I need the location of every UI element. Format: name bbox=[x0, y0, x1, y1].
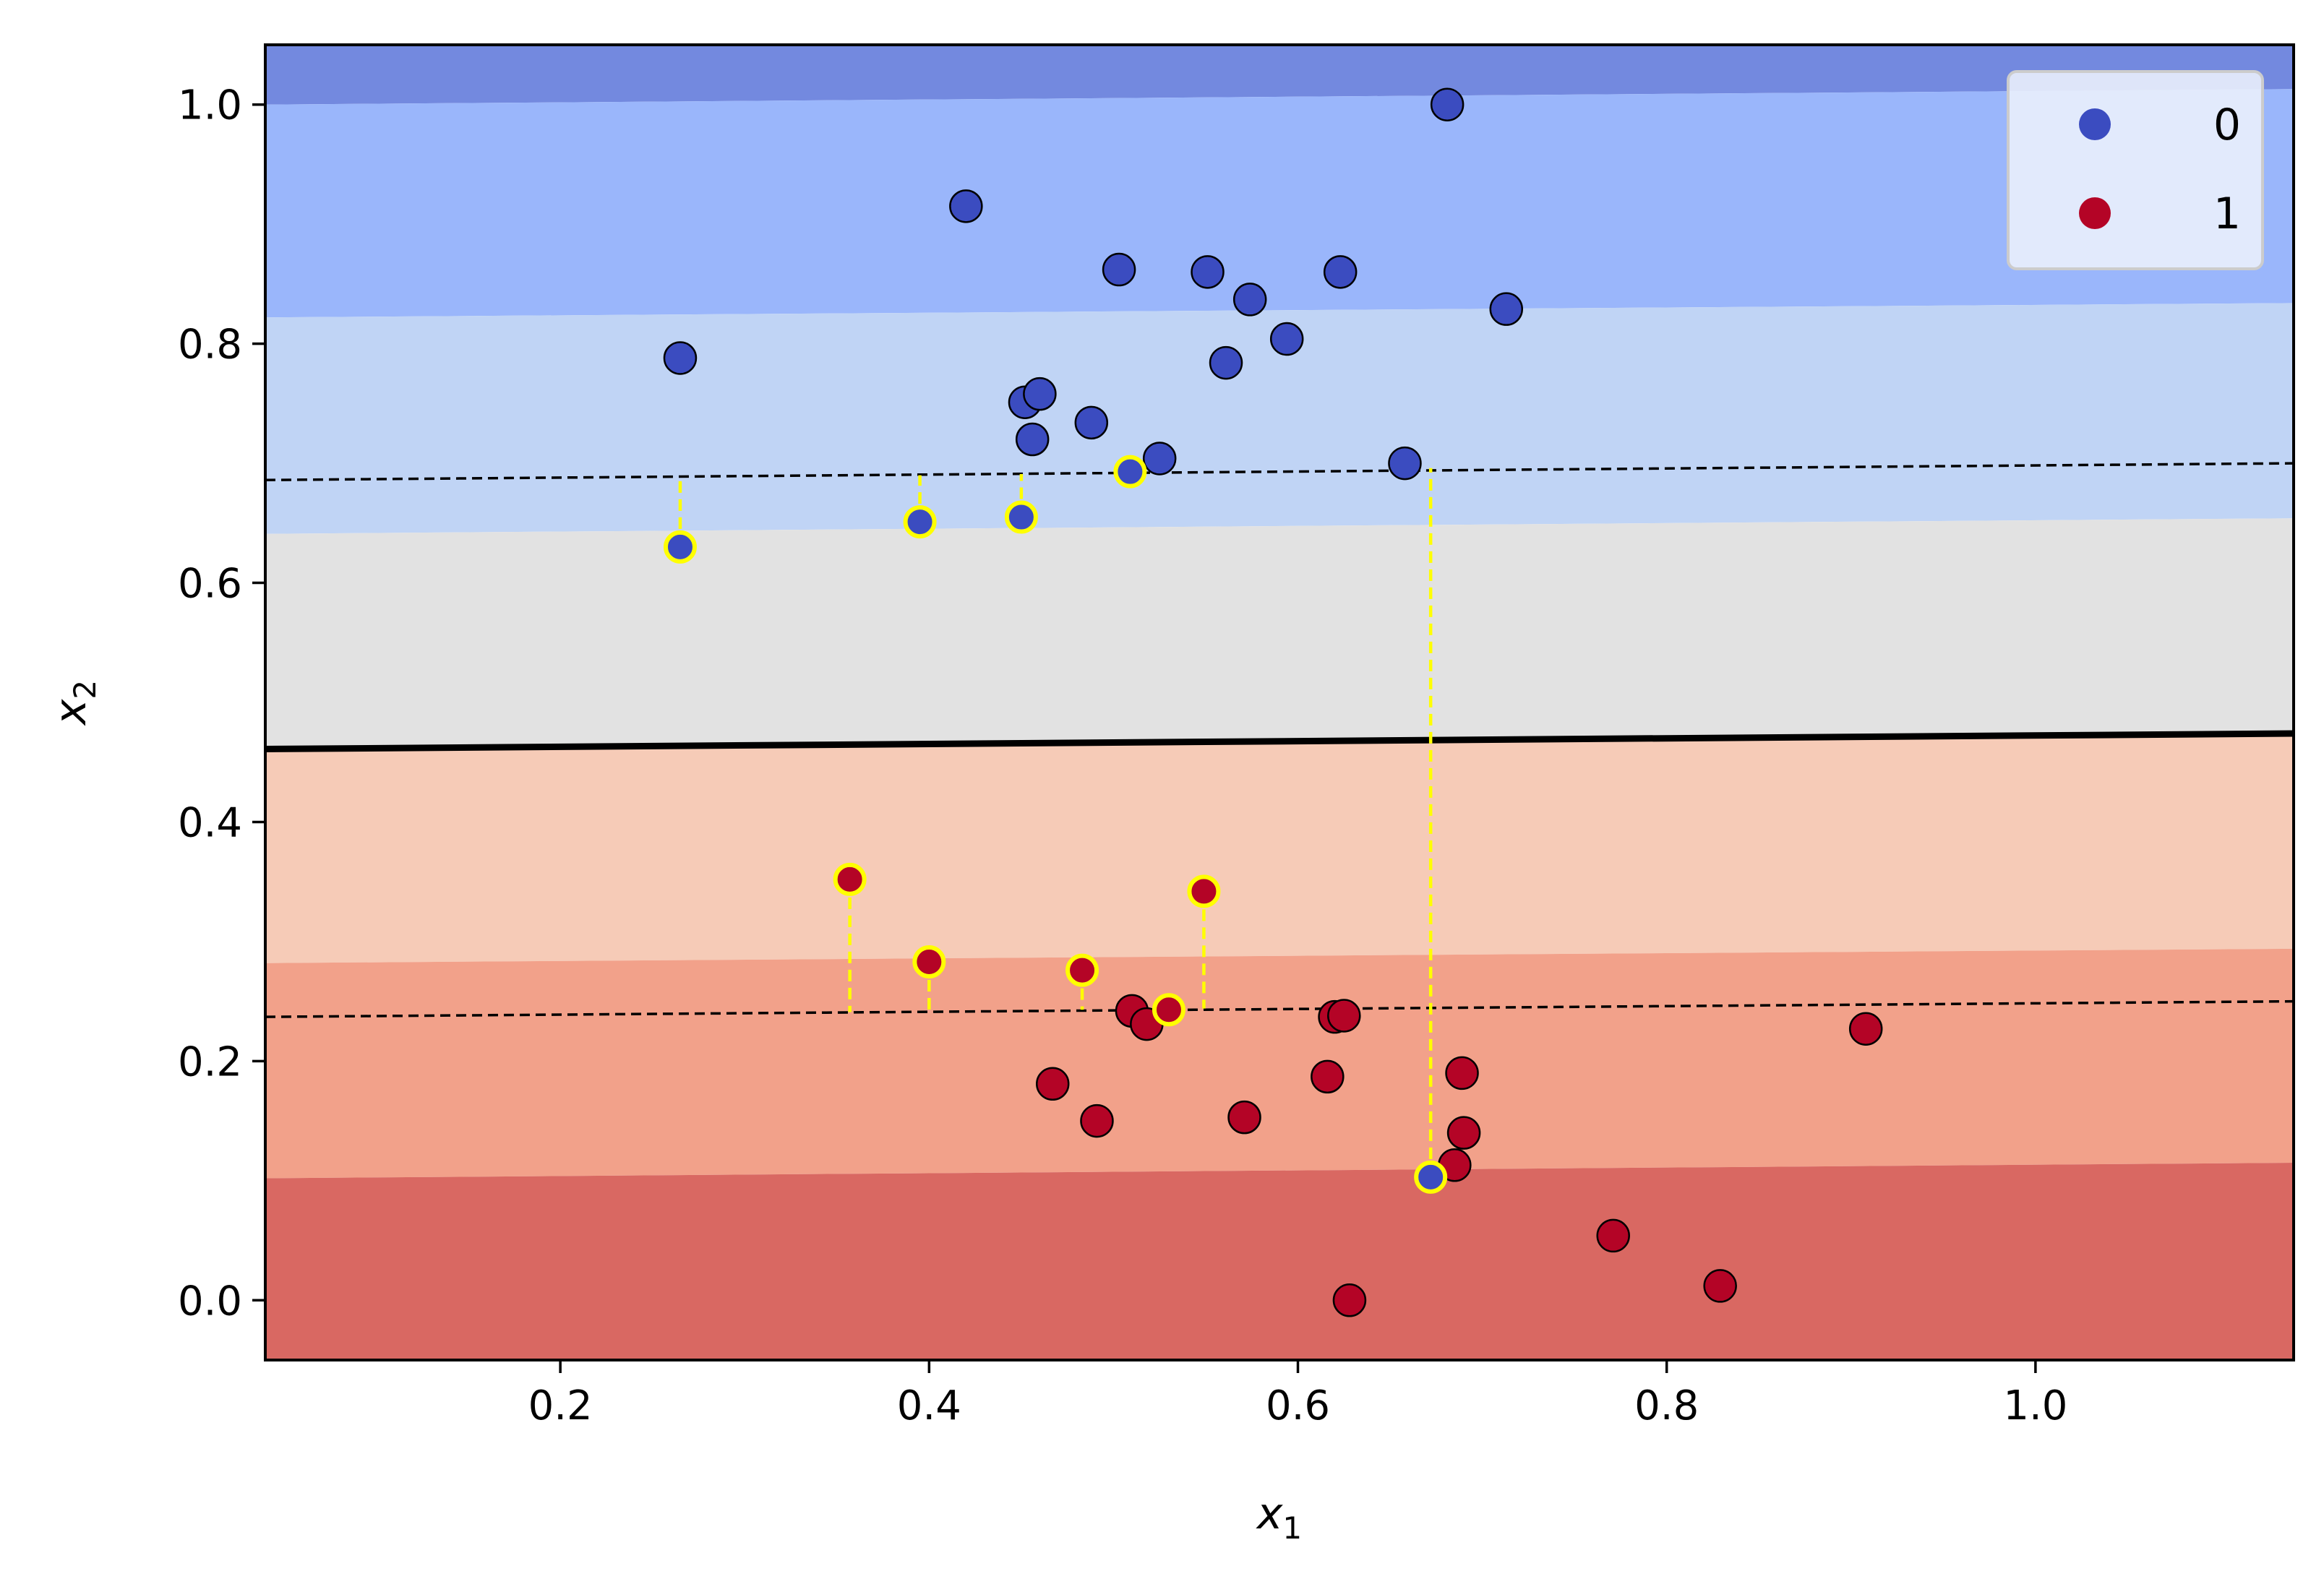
point-class-1-11 bbox=[1446, 1116, 1481, 1150]
plot-frame bbox=[264, 43, 2295, 1361]
y-tick-label-1: 0.2 bbox=[178, 1038, 242, 1085]
point-class-0-12 bbox=[1323, 255, 1358, 289]
support-vector-1 bbox=[903, 505, 937, 539]
point-class-0-7 bbox=[1142, 442, 1177, 476]
point-class-0-3 bbox=[1023, 377, 1057, 411]
point-class-0-5 bbox=[1074, 405, 1109, 440]
region-band-0 bbox=[265, 45, 2294, 105]
data-points bbox=[663, 87, 1883, 1317]
region-band-6 bbox=[265, 1163, 2294, 1360]
point-class-1-12 bbox=[1596, 1218, 1630, 1253]
support-vector-5 bbox=[833, 862, 867, 896]
margin-line-1 bbox=[265, 999, 2294, 1018]
legend-marker-1 bbox=[2079, 197, 2111, 229]
support-vector-6 bbox=[912, 945, 946, 979]
point-class-1-0 bbox=[1035, 1067, 1070, 1101]
x-axis-ticks: 0.2 0.4 0.6 0.8 1.0 bbox=[528, 1360, 2067, 1429]
support-vector-8 bbox=[1152, 993, 1185, 1027]
point-class-1-13 bbox=[1703, 1269, 1737, 1303]
region-band-5 bbox=[265, 948, 2294, 1179]
region-band-1 bbox=[265, 89, 2294, 318]
legend-box bbox=[2007, 70, 2264, 270]
decision-regions bbox=[265, 45, 2294, 1360]
point-class-1-14 bbox=[1848, 1012, 1883, 1046]
x-axis-label: x1 bbox=[1256, 1489, 1302, 1546]
support-vector-0 bbox=[663, 530, 697, 564]
x-tick-label-2: 0.6 bbox=[1266, 1382, 1330, 1429]
point-class-0-9 bbox=[1209, 345, 1243, 380]
point-class-1-4 bbox=[1227, 1100, 1261, 1135]
decision-boundary bbox=[265, 730, 2294, 753]
support-vector-7 bbox=[1065, 953, 1099, 987]
point-class-1-5 bbox=[1311, 1059, 1345, 1094]
y-axis-label: x2 bbox=[46, 680, 103, 726]
point-class-0-15 bbox=[1489, 292, 1524, 326]
point-class-1-10 bbox=[1445, 1056, 1479, 1090]
region-band-2 bbox=[265, 303, 2294, 534]
point-class-0-0 bbox=[663, 341, 698, 375]
x-tick-label-0: 0.2 bbox=[528, 1382, 593, 1429]
y-axis-ticks: 0.0 0.2 0.4 0.6 0.8 1.0 bbox=[178, 82, 265, 1325]
point-class-0-13 bbox=[1388, 446, 1422, 481]
region-band-4 bbox=[265, 733, 2294, 963]
margin-lines bbox=[265, 462, 2294, 1018]
point-class-0-11 bbox=[1269, 322, 1304, 356]
legend-marker-0 bbox=[2079, 108, 2111, 140]
y-tick-label-5: 1.0 bbox=[178, 82, 242, 129]
point-class-0-6 bbox=[1102, 252, 1136, 287]
support-vector-3 bbox=[1113, 455, 1147, 489]
x-tick-label-4: 1.0 bbox=[2003, 1382, 2067, 1429]
decision-boundary-line bbox=[265, 730, 2294, 753]
legend-label-1: 1 bbox=[2213, 189, 2241, 239]
y-tick-label-0: 0.0 bbox=[178, 1278, 242, 1325]
x-tick-label-3: 0.8 bbox=[1634, 1382, 1699, 1429]
point-class-1-1 bbox=[1080, 1103, 1114, 1138]
point-class-0-10 bbox=[1232, 283, 1267, 317]
point-class-1-8 bbox=[1332, 1283, 1367, 1317]
point-class-0-8 bbox=[1191, 255, 1225, 289]
legend: 0 1 bbox=[2007, 70, 2264, 270]
region-band-3 bbox=[265, 518, 2294, 749]
y-tick-label-4: 0.8 bbox=[178, 322, 242, 369]
support-vector-9 bbox=[1187, 874, 1221, 908]
point-class-0-14 bbox=[1430, 87, 1465, 121]
y-tick-label-3: 0.6 bbox=[178, 561, 242, 608]
point-class-1-7 bbox=[1327, 999, 1361, 1033]
point-class-0-1 bbox=[949, 189, 983, 223]
legend-label-0: 0 bbox=[2213, 100, 2241, 150]
margin-line-0 bbox=[265, 462, 2294, 482]
support-vector-4 bbox=[1414, 1160, 1448, 1194]
x-tick-label-1: 0.4 bbox=[897, 1382, 961, 1429]
support-vector-2 bbox=[1004, 500, 1038, 534]
point-class-0-4 bbox=[1015, 422, 1050, 457]
y-tick-label-2: 0.4 bbox=[178, 799, 242, 846]
